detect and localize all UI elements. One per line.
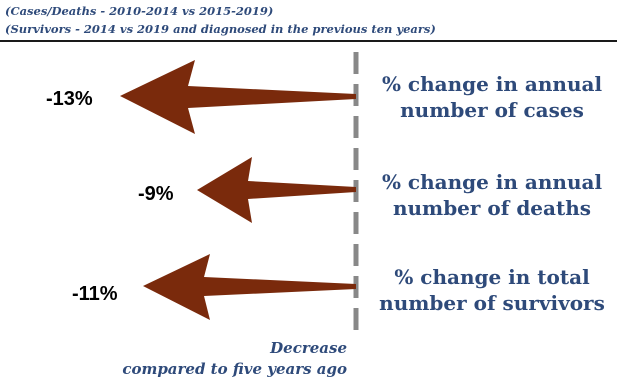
arrow-deaths xyxy=(197,157,356,223)
value-label-deaths: -9% xyxy=(138,183,174,205)
arrow-survivors xyxy=(143,254,356,320)
subtitle-survivors: (Survivors - 2014 vs 2019 and diagnosed … xyxy=(5,22,436,36)
subtitle-cases-deaths: (Cases/Deaths - 2010-2014 vs 2015-2019) xyxy=(5,4,274,18)
row-label-survivors-line2: number of survivors xyxy=(379,291,605,315)
arrow-cases xyxy=(120,60,356,134)
row-label-deaths-line2: number of deaths xyxy=(392,196,592,220)
row-label-cases-line1: % change in annual xyxy=(381,72,603,96)
caption-compared: compared to five years ago xyxy=(122,360,347,378)
row-label-deaths: % change in annual number of deaths xyxy=(372,169,612,221)
value-label-cases: -13% xyxy=(46,88,93,110)
row-label-deaths-line1: % change in annual xyxy=(381,170,603,194)
row-label-cases: % change in annual number of cases xyxy=(372,71,612,123)
header-rule xyxy=(0,40,617,42)
row-label-survivors: % change in total number of survivors xyxy=(372,264,612,316)
row-label-survivors-line1: % change in total xyxy=(394,265,590,289)
value-label-survivors: -11% xyxy=(72,283,118,305)
caption-decrease: Decrease xyxy=(270,339,347,357)
row-label-cases-line2: number of cases xyxy=(400,98,584,122)
